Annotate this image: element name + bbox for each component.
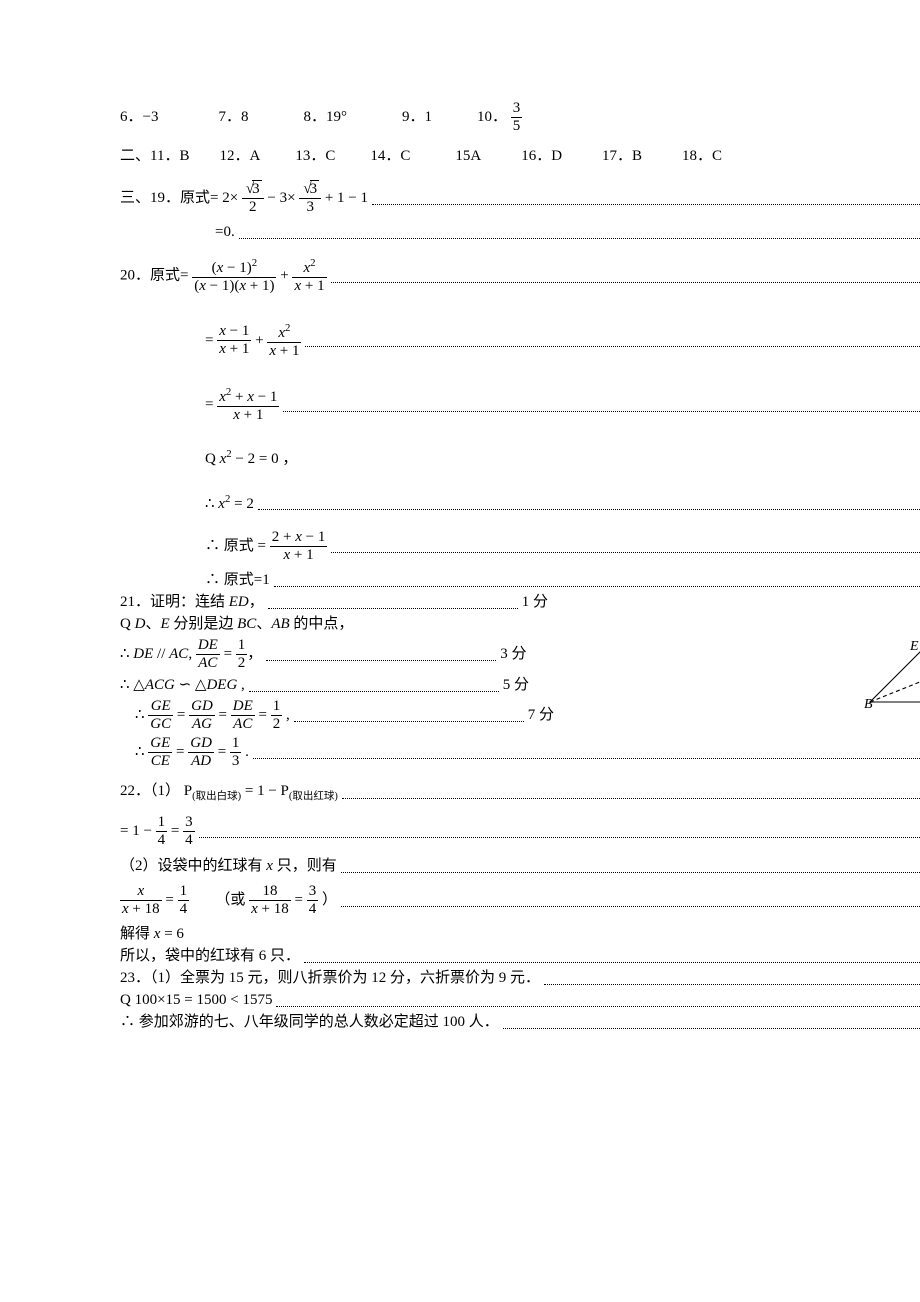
dotted-leader: [331, 540, 920, 553]
dotted-leader: [253, 746, 920, 759]
q20-step5: ∴ 原式 = 2 + x − 1x + 1 7 分: [120, 529, 920, 565]
q21-l4: ∴ △ACG ∽ △DEG , 5 分: [120, 675, 920, 696]
mc-12: 12．A: [219, 146, 260, 167]
mc-16: 16．D: [521, 146, 562, 167]
q20-step2: = x − 1x + 1 + x2x + 1 4 分: [120, 322, 920, 361]
q20-step6: ∴ 原式=1 8 分: [120, 570, 920, 591]
dotted-leader: [276, 994, 920, 1007]
q21-l5: ∴ GEGC = GDAG = DEAC = 12 , 7 分: [120, 698, 920, 734]
ans-9: 9．1: [402, 107, 432, 128]
ans-8: 8．19°: [303, 107, 347, 128]
mc-15: 15A: [455, 146, 481, 167]
q21-l6: ∴ GECE = GDAD = 13 . 10 分: [120, 735, 920, 771]
ans-6: 6．−3: [120, 107, 158, 128]
q22-l3: （2）设袋中的红球有 x 只，则有 5 分: [120, 856, 920, 877]
q22-l6: 所以，袋中的红球有 6 只． 10 分: [120, 946, 920, 967]
q22-l1: 22．（1） P(取出白球) = 1 − P(取出红球) 3 分: [120, 781, 920, 805]
q19-l2-expr: =0.: [120, 222, 235, 243]
q20-prefix: 20．原式= (x − 1)2 (x − 1)(x + 1) + x2 x + …: [120, 257, 327, 296]
mc-14: 14．C: [370, 146, 410, 167]
q21-l4-pts: 5 分: [503, 675, 529, 696]
dotted-leader: [372, 192, 920, 205]
dotted-leader: [199, 825, 920, 838]
fill-in-answers: 6．−3 7．8 8．19° 9．1 10． 35: [120, 100, 920, 136]
dotted-leader: [274, 574, 920, 587]
q22-l5: 解得 x = 6: [120, 924, 920, 945]
mc-11: 11．B: [150, 146, 189, 167]
dotted-leader: [341, 894, 920, 907]
dotted-leader: [266, 648, 496, 661]
q20-cond: Q x2 − 2 = 0 ，: [120, 447, 920, 470]
dotted-leader: [294, 709, 524, 722]
dotted-leader: [503, 1016, 920, 1029]
q22-l2: = 1 − 14 = 34 4 分: [120, 814, 920, 850]
q19-line2: =0. 6 分: [120, 222, 920, 243]
q20-step4: ∴ x2 = 2 6 分: [120, 492, 920, 515]
q21-l3: ∴ DE // AC, DEAC = 12， 3 分: [120, 637, 920, 673]
q23-l1: 23．（1）全票为 15 元，则八折票价为 12 分，六折票价为 9 元． 2 …: [120, 968, 920, 989]
mc-18: 18．C: [682, 146, 722, 167]
q19-line1: 三、19．原式= 2× 32 − 3× 33 + 1 − 1 4 分: [120, 181, 920, 217]
dotted-leader: [341, 860, 920, 873]
dotted-leader: [342, 786, 920, 799]
ans-10: 10． 35: [477, 100, 522, 136]
q20-step3: = x2 + x − 1x + 1 5 分: [120, 386, 920, 425]
dotted-leader: [283, 399, 920, 412]
dotted-leader: [304, 950, 920, 963]
q21-block: A B C D E G 21．证明：连结 ED， 1 分 Q D、E 分别是边 …: [120, 592, 920, 771]
q23-l3: ∴ 参加郊游的七、八年级同学的总人数必定超过 100 人． 5 分: [120, 1012, 920, 1033]
q22-l4: xx + 18 = 14 （或 18x + 18 = 34 ） 8 分: [120, 883, 920, 919]
q21-l5-pts: 7 分: [528, 705, 554, 726]
dotted-leader: [544, 972, 920, 985]
dotted-leader: [249, 679, 499, 692]
dotted-leader: [239, 226, 920, 239]
dotted-leader: [258, 497, 920, 510]
ans-7: 7．8: [218, 107, 248, 128]
q21-l3-pts: 3 分: [500, 644, 526, 665]
dotted-leader: [331, 270, 920, 283]
q20-step1: 20．原式= (x − 1)2 (x − 1)(x + 1) + x2 x + …: [120, 257, 920, 296]
q21-l1-pts: 1 分: [522, 592, 548, 613]
dotted-leader: [305, 334, 920, 347]
dotted-leader: [268, 596, 518, 609]
mc-prefix: 二、: [120, 146, 150, 167]
mc-13: 13．C: [295, 146, 335, 167]
q23-l2: Q 100×15 = 1500 < 1575 4 分: [120, 990, 920, 1011]
mc-17: 17．B: [602, 146, 642, 167]
q21-l2: Q D、E 分别是边 BC、AB 的中点，: [120, 614, 920, 635]
q21-l1: 21．证明：连结 ED， 1 分: [120, 592, 920, 613]
q19-prefix: 三、19．原式= 2× 32 − 3× 33 + 1 − 1: [120, 181, 368, 217]
mc-answers: 二、 11．B 12．A 13．C 14．C 15A 16．D 17．B 18．…: [120, 146, 920, 167]
